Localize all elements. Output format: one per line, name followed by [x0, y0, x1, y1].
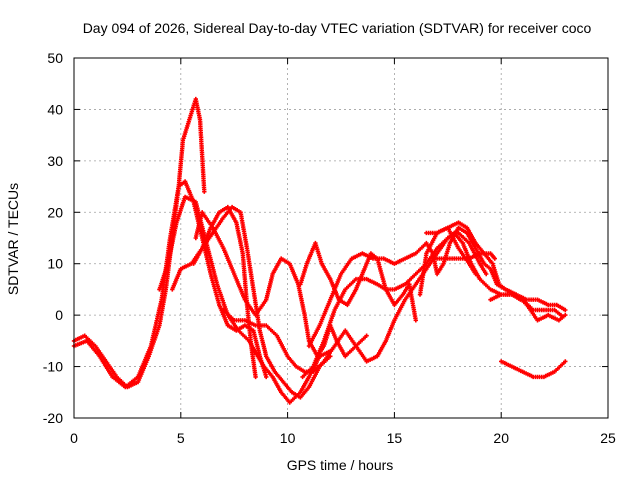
series-markers — [488, 292, 523, 302]
x-tick-label: 20 — [493, 430, 509, 446]
series-markers — [499, 359, 568, 380]
data-series — [71, 96, 568, 405]
y-tick-label: 40 — [47, 101, 63, 117]
y-axis-title: SDTVAR / TECUs — [5, 183, 21, 295]
data-series-track-14 — [488, 292, 523, 302]
y-tick-label: 0 — [55, 307, 63, 323]
y-tick-label: -20 — [43, 410, 63, 426]
chart-title: Day 094 of 2026, Sidereal Day-to-day VTE… — [83, 20, 592, 36]
data-series-track-13 — [434, 251, 497, 261]
series-markers — [424, 220, 568, 323]
x-tick-label: 0 — [70, 430, 78, 446]
x-tick-label: 25 — [600, 430, 616, 446]
data-series-track-15 — [499, 359, 568, 380]
y-tick-label: 50 — [47, 50, 63, 66]
series-markers — [298, 240, 418, 323]
data-series-track-12 — [424, 220, 568, 323]
data-series-track-10 — [298, 240, 418, 323]
series-markers — [306, 225, 568, 349]
x-tick-label: 15 — [387, 430, 403, 446]
series-markers — [191, 204, 258, 380]
y-tick-label: 10 — [47, 256, 63, 272]
y-tick-label: -10 — [43, 359, 63, 375]
plot-frame — [73, 57, 609, 419]
y-tick-label: 20 — [47, 204, 63, 220]
y-tick-label: 30 — [47, 153, 63, 169]
series-markers — [434, 251, 497, 261]
axis-ticks: 0 5 10 15 20 25 -20 -10 0 10 20 30 40 50 — [43, 50, 616, 446]
data-series-track-9 — [306, 225, 568, 349]
x-tick-label: 5 — [177, 430, 185, 446]
x-tick-label: 10 — [280, 430, 296, 446]
grid — [74, 58, 608, 418]
data-series-track-5 — [191, 204, 258, 380]
x-axis-title: GPS time / hours — [287, 457, 394, 473]
